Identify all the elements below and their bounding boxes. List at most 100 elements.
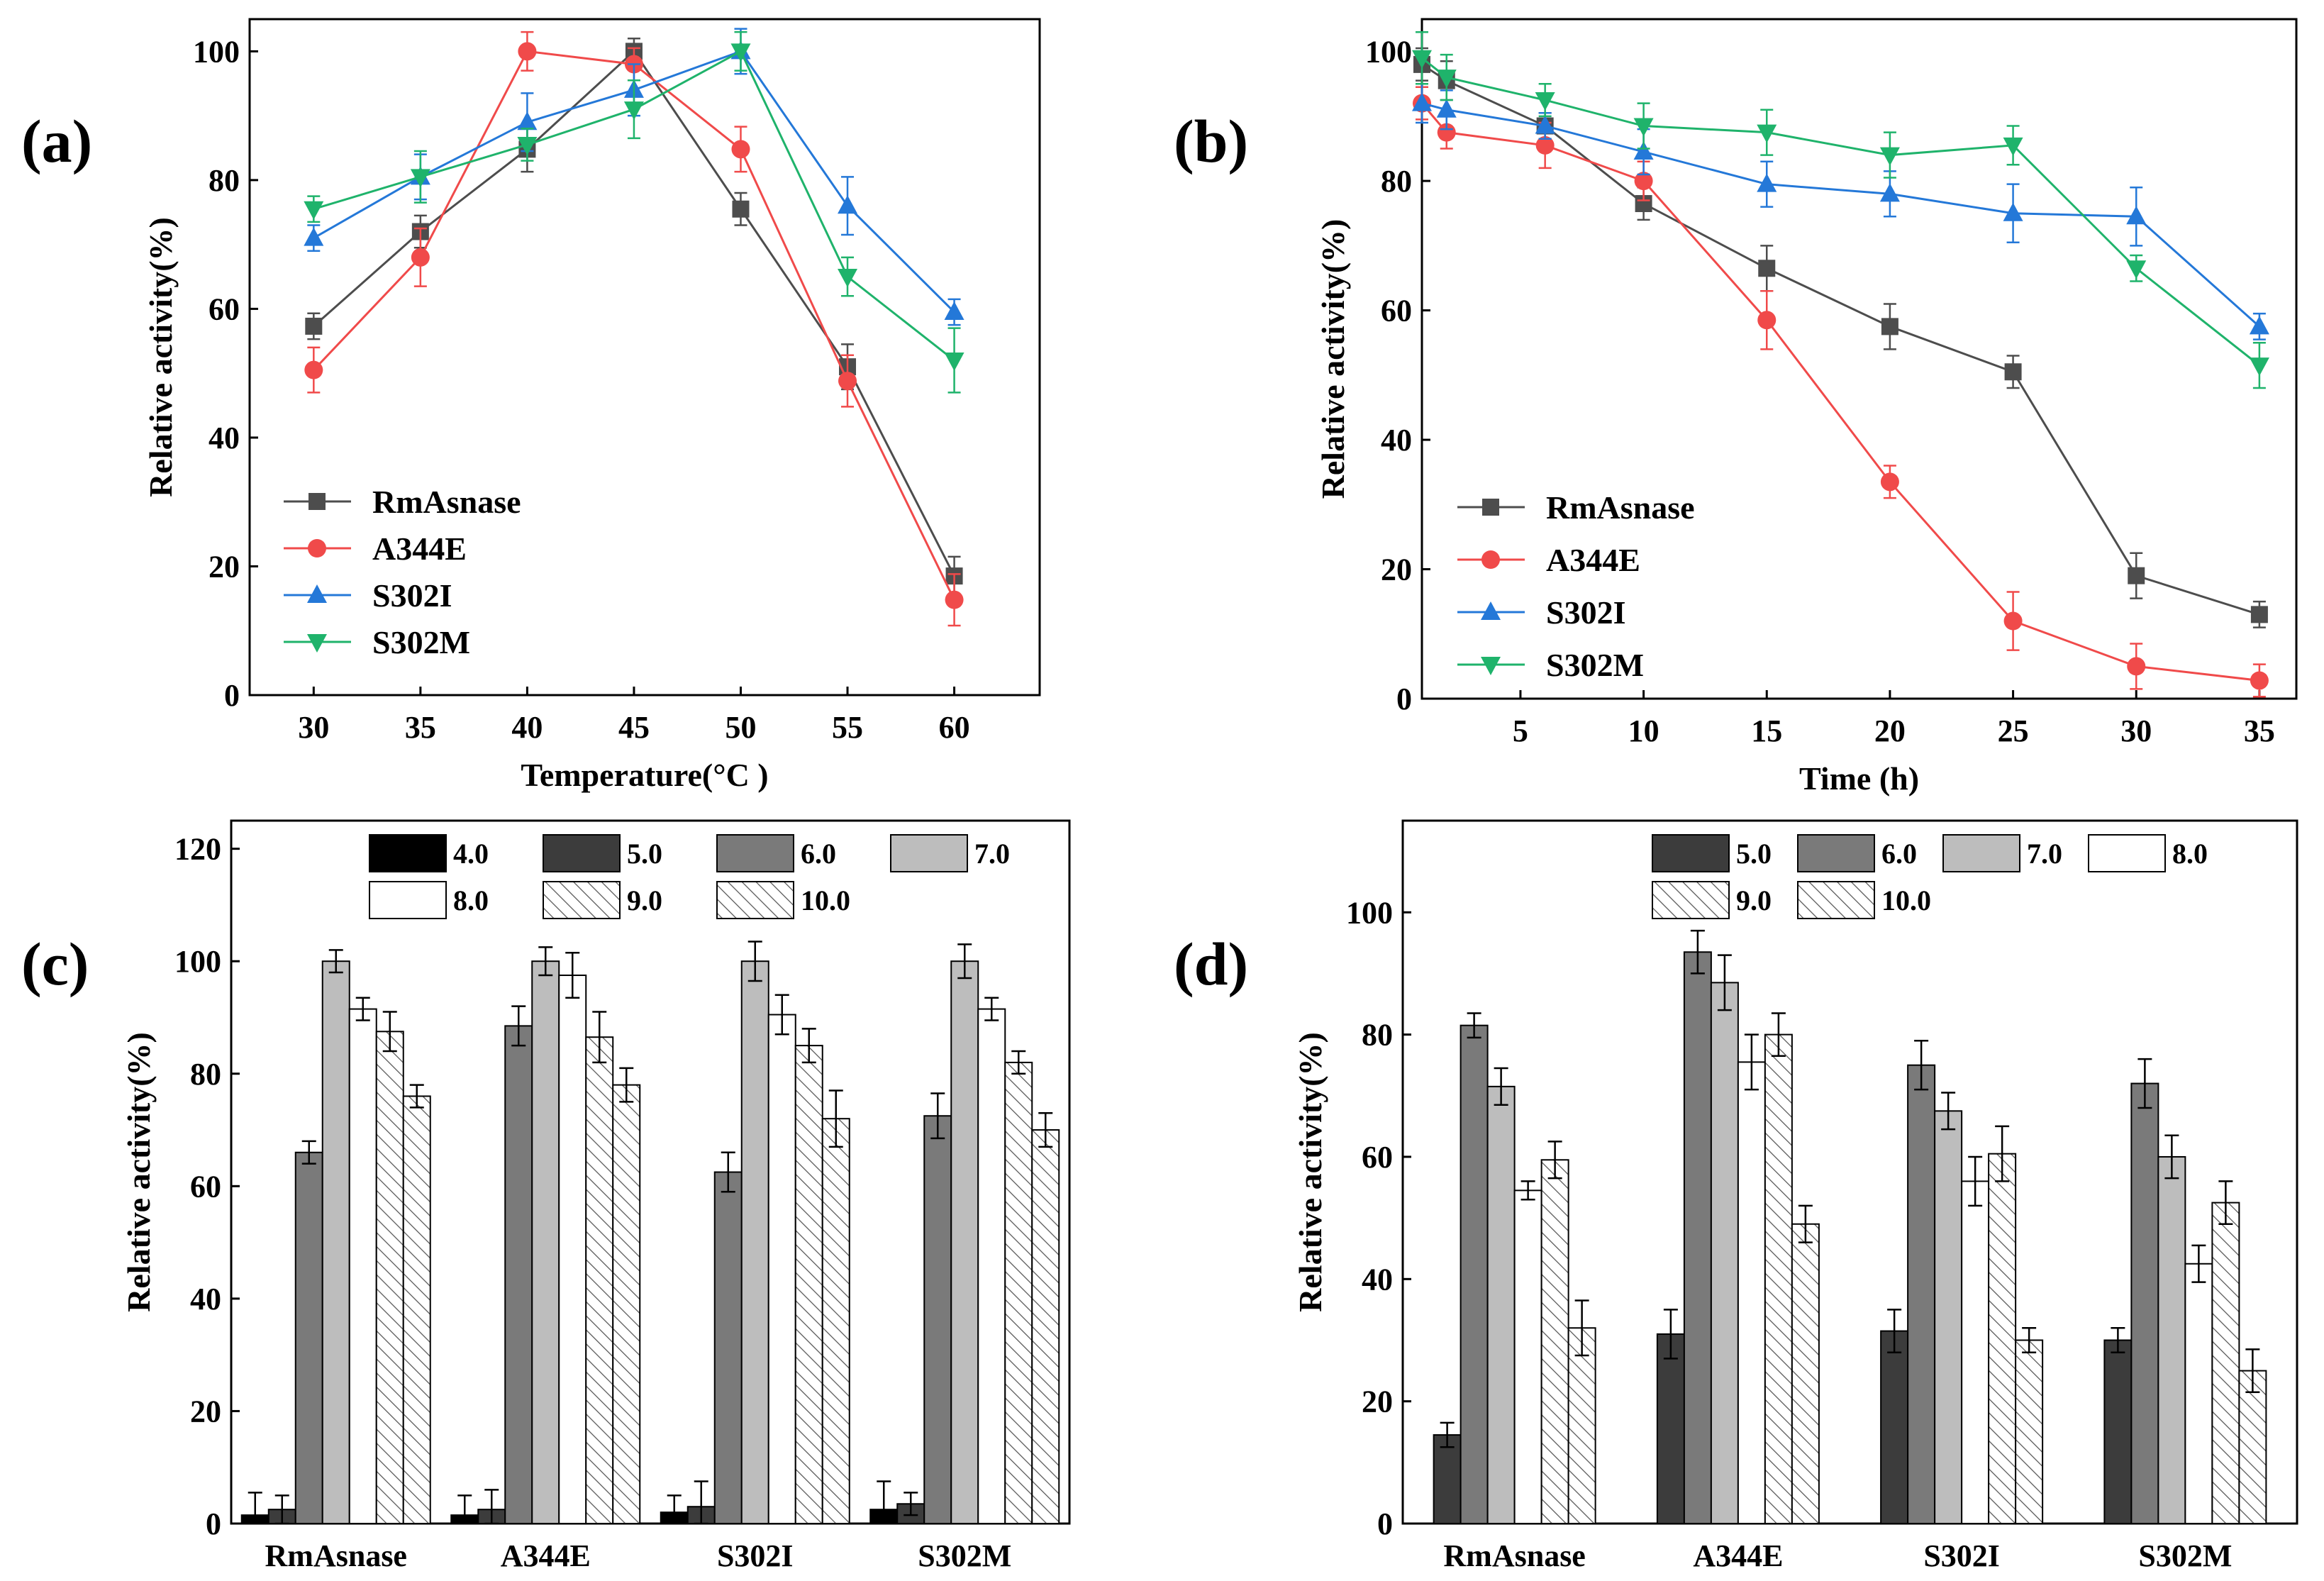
panel-b-point-S302M [2003, 137, 2023, 156]
panel-d-category-label: S302I [1923, 1538, 2000, 1573]
panel-b-point-A344E [1880, 472, 1899, 492]
panel-c-legend-swatch-6-0 [716, 834, 794, 872]
panel-a-point-S302M [730, 43, 751, 62]
panel-b-legend-label-S302M: S302M [1546, 647, 1644, 683]
panel-a-x-tick-label: 30 [298, 710, 329, 745]
panel-d-bar-6-0 [1683, 951, 1712, 1524]
panel-b-legend-label-RmAsnase: RmAsnase [1546, 489, 1695, 526]
panel-b-y-tick-label: 60 [1381, 294, 1412, 328]
panel-c-category-label: S302M [918, 1538, 1011, 1573]
panel-c-bar-9-0 [1004, 1061, 1033, 1525]
panel-d-bar-5-0 [1433, 1434, 1462, 1525]
panel-c-category-label: RmAsnase [265, 1538, 407, 1573]
panel-a-legend-label-A344E: A344E [372, 531, 467, 567]
panel-d-legend-swatch-5-0 [1652, 834, 1730, 872]
panel-c-bar-6-0 [504, 1025, 533, 1524]
panel-c-y-tick-label: 20 [190, 1394, 221, 1429]
panel-c-bar-10-0 [612, 1084, 641, 1524]
panel-label-b: (b) [1174, 107, 1248, 175]
panel-d-bar-8-0 [1737, 1061, 1766, 1524]
panel-a-line-chart: 0 20 40 60 80 100 30 35 40 45 50 55 60 Temperature(°C… [143, 18, 1041, 793]
panel-d-legend-swatch-10-0 [1797, 881, 1875, 919]
panel-b-point-A344E [2003, 611, 2023, 631]
panel-c-y-tick-label: 0 [206, 1507, 221, 1541]
panel-b-y-tick-label: 40 [1381, 423, 1412, 457]
panel-d-legend-label-6-0: 6.0 [1881, 838, 1917, 870]
panel-d-legend-swatch-9-0 [1652, 881, 1730, 919]
panel-b-legend-marker-S302I [1481, 601, 1501, 620]
panel-a-y-tick-label: 40 [209, 421, 240, 455]
panel-c-legend-swatch-5-0 [543, 834, 621, 872]
panel-c-bar-7-0 [950, 960, 979, 1524]
panel-c-bar-8-0 [348, 1008, 377, 1524]
panel-b-point-RmAsnase [2004, 363, 2022, 381]
panel-a-y-axis-label: Relative activity(%) [143, 217, 179, 497]
panel-c-bar-chart: 0 20 40 60 80 100 120 Relative activity(%) RmAsn… [121, 819, 1071, 1573]
panel-a-legend-label-S302M: S302M [372, 624, 470, 660]
panel-b-point-S302I [1535, 115, 1555, 134]
panel-b-point-S302M [1879, 147, 1900, 166]
panel-a-point-S302I [517, 111, 538, 131]
panel-d-bar-7-0 [1486, 1085, 1516, 1525]
panel-a-y-tick-label: 100 [193, 34, 240, 69]
panel-d-y-tick-label: 0 [1377, 1507, 1393, 1541]
panel-d-legend-label-9-0: 9.0 [1736, 884, 1772, 916]
panel-b-point-S302M [1757, 124, 1777, 143]
panel-d-bar-7-0 [1710, 982, 1739, 1524]
panel-c-legend-label-9-0: 9.0 [627, 884, 662, 916]
panel-a-point-S302I [304, 227, 324, 246]
panel-c-bar-7-0 [321, 960, 350, 1524]
panel-c-legend-swatch-8-0 [369, 881, 447, 919]
panel-d-bar-5-0 [1880, 1330, 1909, 1524]
panel-c-plot-frame [230, 819, 1071, 1525]
panel-b-x-tick-label: 35 [2244, 714, 2275, 748]
panel-b-point-A344E [1757, 311, 1777, 330]
panel-a-x-tick-label: 60 [939, 710, 970, 745]
panel-c-legend-label-6-0: 6.0 [801, 838, 836, 870]
panel-c-category-label: S302I [717, 1538, 794, 1573]
panel-c-bar-8-0 [977, 1008, 1006, 1524]
panel-a-point-S302M [838, 269, 858, 288]
panel-a-point-RmAsnase [305, 317, 323, 335]
panel-a-y-tick-label: 0 [224, 678, 240, 713]
panel-b-y-axis-label: Relative activity(%) [1315, 219, 1351, 499]
panel-b-point-S302I [1436, 99, 1457, 118]
panel-c-bar-9-0 [375, 1031, 404, 1525]
panel-a-point-S302I [944, 301, 964, 320]
panel-d-bar-6-0 [1907, 1064, 1936, 1524]
panel-d-y-tick-label: 20 [1362, 1385, 1393, 1419]
panel-c-bar-9-0 [794, 1045, 823, 1524]
panel-c-y-tick-label: 60 [190, 1169, 221, 1204]
panel-c-bar-8-0 [558, 975, 587, 1524]
panel-a-legend-label-RmAsnase: RmAsnase [372, 484, 521, 520]
panel-d-plot-frame [1401, 819, 2298, 1525]
panel-c-bar-7-0 [740, 960, 769, 1524]
panel-c-legend-label-7-0: 7.0 [974, 838, 1010, 870]
panel-b-point-A344E [1437, 123, 1456, 142]
panel-c-legend-label-8-0: 8.0 [453, 884, 489, 916]
panel-a-point-S302I [838, 195, 858, 214]
panel-b-x-tick-label: 20 [1874, 714, 1906, 748]
panel-a-legend-marker-S302I [307, 584, 327, 603]
panel-a-legend-marker-S302M [307, 634, 327, 653]
panel-d-bar-10-0 [2238, 1370, 2267, 1524]
panel-d-bar-5-0 [2103, 1339, 2133, 1524]
panel-d-y-tick-label: 60 [1362, 1140, 1393, 1175]
panel-c-y-tick-label: 120 [174, 832, 221, 867]
panel-d-bar-7-0 [2157, 1155, 2186, 1524]
panel-a-x-tick-label: 55 [832, 710, 863, 745]
panel-b-y-tick-label: 0 [1396, 682, 1412, 716]
panel-c-category-label: A344E [501, 1538, 591, 1573]
panel-d-legend-swatch-7-0 [1942, 834, 2020, 872]
panel-d-bar-9-0 [1988, 1153, 2017, 1524]
panel-d-y-tick-label: 100 [1346, 895, 1393, 930]
panel-b-x-tick-label: 15 [1751, 714, 1782, 748]
panel-d-bar-5-0 [1656, 1333, 1685, 1524]
panel-c-legend-swatch-4-0 [369, 834, 447, 872]
panel-b-point-A344E [2250, 671, 2269, 690]
panel-b-y-tick-label: 80 [1381, 164, 1412, 199]
panel-a-point-S302M [410, 169, 430, 188]
panel-a-y-tick-label: 20 [209, 549, 240, 584]
panel-b-point-A344E [1634, 172, 1653, 191]
